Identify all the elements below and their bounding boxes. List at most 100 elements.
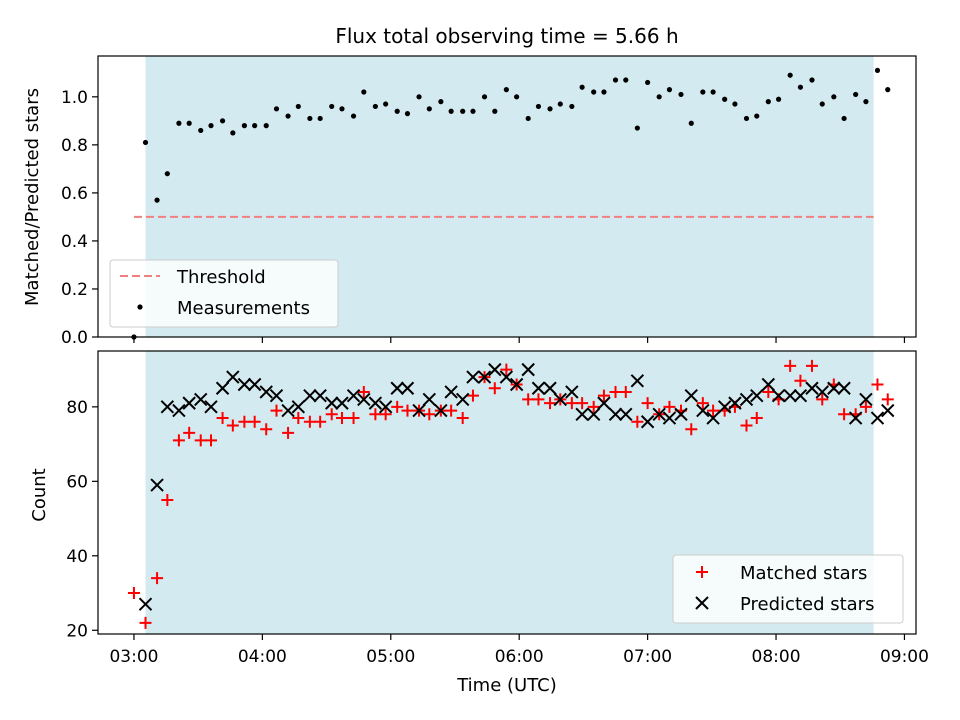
measurement-point <box>448 108 454 114</box>
predicted-stars-point <box>783 388 797 403</box>
matched-stars-point <box>696 397 709 410</box>
measurement-point <box>230 130 236 136</box>
predicted-stars-point <box>608 407 623 422</box>
matched-stars-point <box>423 408 436 421</box>
measurement-point <box>885 87 891 93</box>
predicted-stars-point <box>259 385 273 399</box>
x-tick-label: 04:00 <box>238 647 287 667</box>
x-tick-label: 09:00 <box>880 647 929 667</box>
measurement-point <box>722 96 728 102</box>
matched-stars-point <box>194 434 207 447</box>
predicted-stars-point <box>160 400 175 414</box>
predicted-stars-point <box>586 407 601 422</box>
matched-stars-point <box>805 359 818 372</box>
count-legend: Matched stars Predicted stars <box>672 554 904 624</box>
measurement-point <box>666 87 673 93</box>
measurement-point <box>579 84 585 90</box>
measurement-point <box>819 101 825 107</box>
matched-legend-label: Matched stars <box>740 563 867 584</box>
matched-stars-point <box>740 419 753 432</box>
y-tick-label: 80 <box>66 398 88 418</box>
predicted-stars-point <box>182 396 196 410</box>
predicted-stars-point <box>368 396 383 410</box>
measurement-point <box>809 77 815 83</box>
matched-stars-point <box>183 426 196 439</box>
ratio-legend: Threshold Measurements <box>109 259 339 328</box>
axes-frame <box>97 55 917 338</box>
measurement-point <box>154 197 160 203</box>
measurement-point <box>317 115 323 122</box>
measurement-point <box>394 108 400 114</box>
measurement-point <box>252 123 258 129</box>
measurement-point <box>645 79 651 86</box>
predicted-legend-label: Predicted stars <box>740 594 874 615</box>
matched-stars-point <box>325 408 338 421</box>
matched-stars-point <box>347 412 360 425</box>
measurement-point <box>426 106 432 112</box>
predicted-stars-point <box>237 377 252 392</box>
y-tick-label: 0.6 <box>61 184 88 204</box>
predicted-stars-point <box>138 597 153 611</box>
predicted-stars-point <box>269 388 284 403</box>
measurement-point <box>503 87 509 93</box>
predicted-stars-point <box>215 381 230 395</box>
x-tick-label: 05:00 <box>366 647 415 667</box>
measurement-point <box>853 91 859 98</box>
predicted-stars-point <box>378 400 393 414</box>
measurement-point <box>732 101 738 107</box>
measurement-point <box>710 89 716 95</box>
matched-stars-point <box>260 423 273 436</box>
predicted-stars-point <box>422 392 437 407</box>
matched-stars-point <box>816 393 829 406</box>
matched-stars-point <box>335 412 348 425</box>
matched-stars-point <box>139 616 152 629</box>
predicted-stars-point <box>325 396 339 410</box>
measurement-point <box>525 115 531 122</box>
predicted-stars-point <box>390 381 404 395</box>
measurement-point <box>547 106 553 112</box>
measurement-point <box>612 77 619 83</box>
matched-stars-point <box>488 382 501 395</box>
y-tick-label: 1.0 <box>61 88 88 108</box>
measurement-point <box>775 96 782 102</box>
predicted-stars-point <box>706 411 720 425</box>
matched-stars-point <box>391 400 404 413</box>
predicted-stars-point <box>793 388 808 403</box>
count-panel: 20 40 60 80 03:00 04:00 05:00 06:00 07:00 08:00 09… <box>29 350 929 696</box>
matched-stars-point <box>784 359 797 372</box>
predicted-stars-point <box>226 370 240 384</box>
predicted-stars-point <box>805 381 819 395</box>
measurement-point <box>688 120 694 126</box>
matched-stars-point <box>794 374 807 387</box>
measurement-point <box>307 115 313 122</box>
x-tick-label: 06:00 <box>495 647 544 667</box>
matched-stars-point <box>707 404 720 417</box>
predicted-stars-point <box>652 407 666 422</box>
measurement-point <box>601 89 607 95</box>
measurement-point <box>295 103 301 110</box>
measurement-point <box>404 111 411 117</box>
y-tick-label: 40 <box>66 547 88 567</box>
measurement-point <box>460 108 466 114</box>
predicted-stars-point <box>313 388 327 403</box>
measurement-point <box>634 125 640 131</box>
measurement-point <box>142 139 149 146</box>
measurements-legend-swatch <box>137 304 143 310</box>
predicted-stars-point <box>466 370 480 384</box>
y-tick-label: 60 <box>66 472 88 492</box>
x-tick-label: 08:00 <box>752 647 801 667</box>
matched-stars-point <box>292 412 305 425</box>
measurement-point <box>656 94 662 100</box>
matched-stars-point <box>762 385 775 398</box>
matched-stars-point <box>238 415 251 428</box>
measurement-point <box>797 84 804 90</box>
predicted-stars-point <box>750 388 764 403</box>
predicted-stars-point <box>859 392 873 407</box>
ratio-panel: 0.0 0.2 0.4 0.6 0.8 1.0 Threshold Measurement… <box>22 55 917 348</box>
predicted-stars-point <box>848 411 863 425</box>
predicted-stars-point <box>674 407 688 422</box>
measurement-point <box>863 99 869 105</box>
predicted-stars-point <box>575 407 589 422</box>
matched-stars-point <box>466 389 479 402</box>
predicted-stars-point <box>477 370 492 384</box>
